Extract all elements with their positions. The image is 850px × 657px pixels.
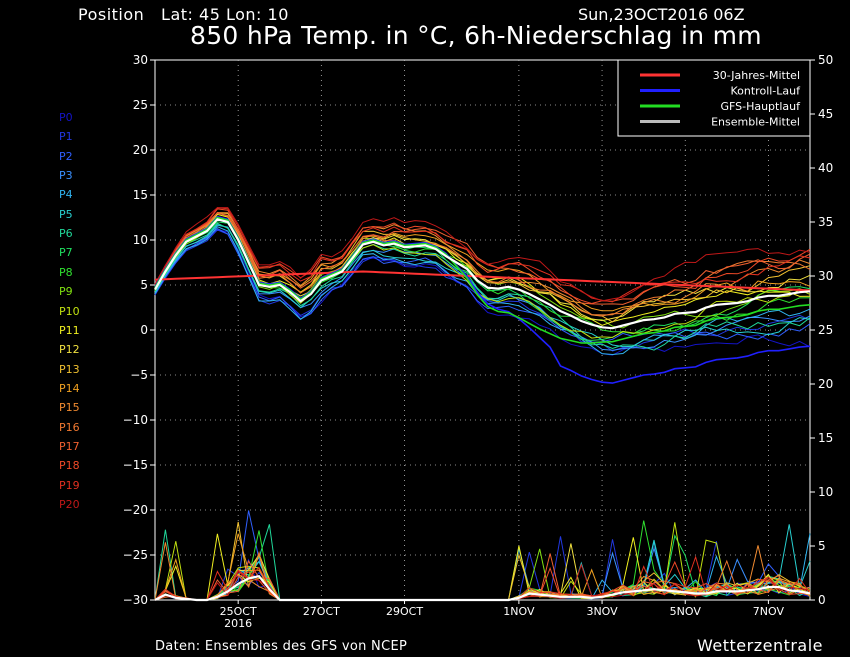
y-right-tick-label: 40 xyxy=(818,161,833,175)
y-left-tick-label: 0 xyxy=(140,323,148,337)
highlighted-series xyxy=(154,215,811,602)
y-left-tick-label: −5 xyxy=(130,368,148,382)
temp-line-p19 xyxy=(154,207,811,303)
y-right-tick-label: 50 xyxy=(818,53,833,67)
ensemble-mean-precip-line xyxy=(154,574,811,602)
main-run-line xyxy=(154,216,811,344)
member-label-p13: P13 xyxy=(59,362,80,376)
member-label-p2: P2 xyxy=(59,149,73,163)
ensemble-member-lines xyxy=(154,207,811,356)
run-date-label: Sun,23OCT2016 06Z xyxy=(578,5,745,24)
x-tick-sublabel: 2016 xyxy=(224,617,252,630)
x-tick-label: 3NOV xyxy=(586,605,618,618)
temp-line-p18 xyxy=(154,208,811,305)
y-left-tick-label: 25 xyxy=(133,98,148,112)
data-source-label: Daten: Ensembles des GFS von NCEP xyxy=(155,639,408,654)
member-label-p3: P3 xyxy=(59,169,73,183)
legend-label-2: GFS-Hauptlauf xyxy=(720,100,801,113)
member-label-p7: P7 xyxy=(59,246,73,260)
y-right-tick-label: 25 xyxy=(818,323,833,337)
temp-line-p3 xyxy=(154,224,811,351)
y-left-tick-label: −20 xyxy=(123,503,148,517)
temp-line-p0 xyxy=(154,229,811,356)
member-label-p12: P12 xyxy=(59,343,80,357)
y-right-tick-label: 15 xyxy=(818,431,833,445)
member-label-p5: P5 xyxy=(59,207,73,221)
brand-label: Wetterzentrale xyxy=(697,636,824,655)
temp-line-p14 xyxy=(154,211,811,312)
y-right-tick-label: 0 xyxy=(818,593,826,607)
y-right-tick-label: 5 xyxy=(818,539,826,553)
legend: 30-Jahres-Mittel Kontroll-Lauf GFS-Hauptla… xyxy=(617,59,811,137)
y-left-tick-label: 15 xyxy=(133,188,148,202)
member-label-p4: P4 xyxy=(59,188,73,202)
y-right-tick-label: 10 xyxy=(818,485,833,499)
member-label-p11: P11 xyxy=(59,323,80,337)
member-label-p18: P18 xyxy=(59,459,80,473)
chart-title: 850 hPa Temp. in °C, 6h-Niederschlag in … xyxy=(190,21,762,50)
y-right-tick-label: 20 xyxy=(818,377,833,391)
x-tick-label: 27OCT xyxy=(303,605,340,618)
y-left-tick-label: −30 xyxy=(123,593,148,607)
y-left-tick-label: −15 xyxy=(123,458,148,472)
grid-lines xyxy=(155,60,810,600)
ensemble-mean-line xyxy=(154,218,811,330)
y-right-tick-label: 45 xyxy=(818,107,833,121)
x-tick-label: 5NOV xyxy=(670,605,702,618)
y-right-tick-label: 35 xyxy=(818,215,833,229)
member-label-p6: P6 xyxy=(59,227,73,241)
legend-label-1: Kontroll-Lauf xyxy=(731,85,802,98)
temp-line-p20 xyxy=(154,207,811,302)
legend-label-0: 30-Jahres-Mittel xyxy=(713,69,800,82)
temp-line-p6 xyxy=(154,222,811,351)
x-tick-label: 29OCT xyxy=(386,605,423,618)
right-axis-ticks: 0 5 10 15 20 25 30 35 40 45 50 xyxy=(810,53,833,607)
temp-line-p5 xyxy=(154,224,811,348)
y-left-tick-label: 5 xyxy=(140,278,148,292)
member-label-p16: P16 xyxy=(59,420,80,434)
member-label-p9: P9 xyxy=(59,285,73,299)
legend-label-3: Ensemble-Mittel xyxy=(711,116,800,129)
member-label-p14: P14 xyxy=(59,381,80,395)
y-left-tick-label: 30 xyxy=(133,53,148,67)
member-label-p0: P0 xyxy=(59,111,73,124)
precipitation-series xyxy=(154,510,811,601)
y-left-tick-label: 20 xyxy=(133,143,148,157)
member-label-p8: P8 xyxy=(59,265,73,279)
climate-mean-line xyxy=(154,270,811,292)
member-label-p20: P20 xyxy=(59,498,80,511)
x-tick-label: 25OCT xyxy=(220,605,257,618)
position-label: Position Lat: 45 Lon: 10 xyxy=(78,5,289,24)
x-tick-label: 1NOV xyxy=(503,605,535,618)
y-left-tick-label: −10 xyxy=(123,413,148,427)
y-left-tick-label: −25 xyxy=(123,548,148,562)
x-tick-label: 7NOV xyxy=(753,605,785,618)
temp-line-p2 xyxy=(154,227,811,343)
y-left-tick-label: 10 xyxy=(133,233,148,247)
member-label-p10: P10 xyxy=(59,304,80,318)
control-run-line xyxy=(154,215,811,384)
left-axis-ticks: −30 −25 −20 −15 −10 −5 0 5 10 15 20 25 30 xyxy=(123,53,155,607)
plot-frame xyxy=(154,59,811,601)
y-right-tick-label: 30 xyxy=(818,269,833,283)
member-label-p1: P1 xyxy=(59,130,73,144)
member-label-p17: P17 xyxy=(59,439,80,453)
member-label-p19: P19 xyxy=(59,478,80,492)
legend-box xyxy=(617,59,811,137)
member-label-p15: P15 xyxy=(59,401,80,415)
